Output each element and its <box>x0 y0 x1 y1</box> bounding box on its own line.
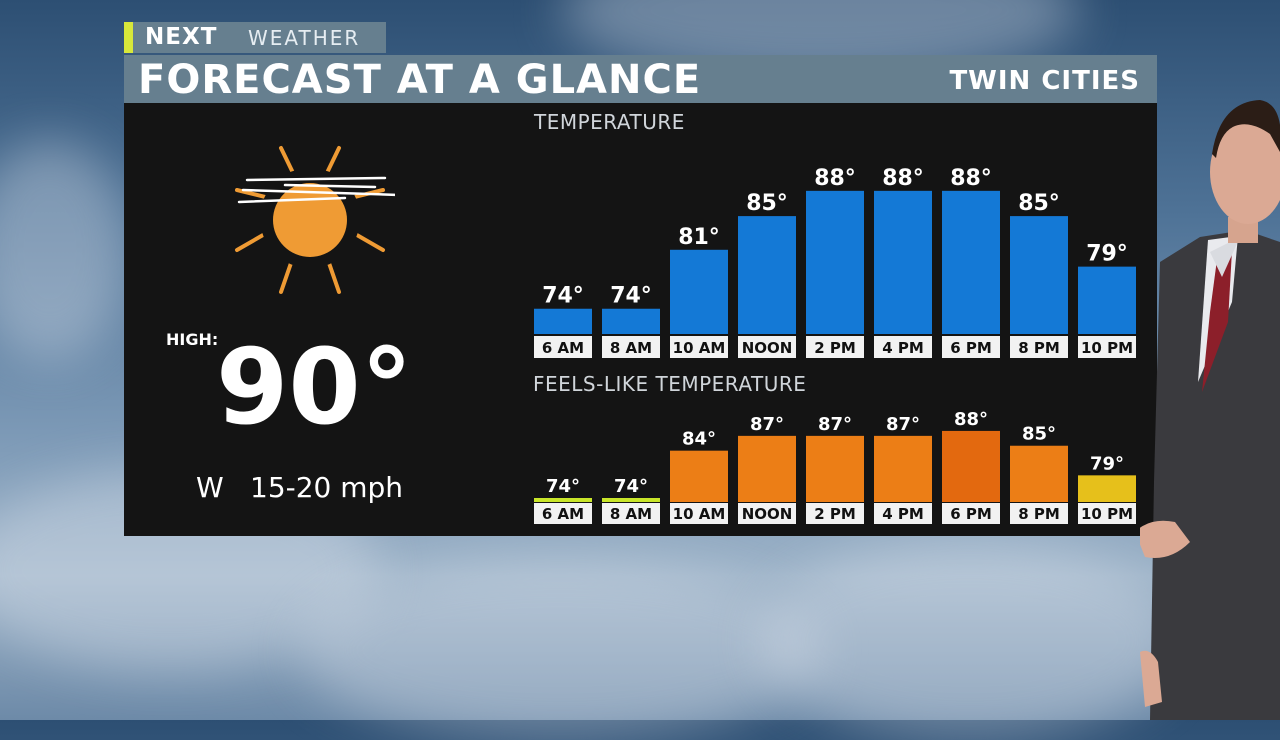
feels-like-bar <box>942 430 1000 502</box>
temperature-bar <box>534 308 592 334</box>
feels-like-value-label: 88° <box>954 409 988 430</box>
title-bar <box>124 55 1157 103</box>
temperature-value-label: 88° <box>950 166 992 191</box>
temperature-category-box <box>806 336 864 358</box>
feels-like-value-label: 87° <box>750 414 784 435</box>
temperature-category-label: 6 AM <box>542 339 584 357</box>
feels-like-bar <box>1010 445 1068 502</box>
feels-like-category-label: 6 PM <box>950 505 992 523</box>
temperature-bar <box>738 216 796 334</box>
temperature-value-label: 74° <box>610 284 652 309</box>
feels-like-category-label: 6 AM <box>542 505 584 523</box>
feels-like-category-label: NOON <box>742 505 793 523</box>
temperature-chart-title: TEMPERATURE <box>534 110 685 134</box>
brand-bar <box>124 22 386 53</box>
feels-like-category-box <box>1010 503 1068 524</box>
feels-like-category-box <box>738 503 796 524</box>
temperature-category-box <box>534 336 592 358</box>
sun-icon <box>235 146 395 294</box>
feels-like-category-label: 2 PM <box>814 505 856 523</box>
feels-like-category-label: 10 PM <box>1081 505 1133 523</box>
feels-like-bar <box>602 498 660 502</box>
feels-like-bar <box>1078 475 1136 502</box>
feels-like-value-label: 87° <box>818 414 852 435</box>
temperature-value-label: 85° <box>746 191 788 216</box>
temperature-bar <box>1078 266 1136 334</box>
temperature-bar <box>942 190 1000 334</box>
temperature-category-label: 10 AM <box>673 339 726 357</box>
feels-like-category-label: 10 AM <box>673 505 726 523</box>
feels-like-bar <box>874 435 932 502</box>
feels-like-value-label: 84° <box>682 429 716 450</box>
temperature-category-label: 2 PM <box>814 339 856 357</box>
feels-like-category-box <box>942 503 1000 524</box>
feels-like-category-label: 4 PM <box>882 505 924 523</box>
temperature-category-label: 6 PM <box>950 339 992 357</box>
temperature-bar <box>1010 216 1068 334</box>
temperature-category-box <box>1078 336 1136 358</box>
brand-weather-label: WEATHER <box>248 26 361 50</box>
feels-like-value-label: 87° <box>886 414 920 435</box>
page-title: FORECAST AT A GLANCE <box>138 57 702 103</box>
feels-like-chart-title: FEELS-LIKE TEMPERATURE <box>533 372 807 396</box>
temperature-value-label: 88° <box>814 166 856 191</box>
temperature-bar <box>670 249 728 334</box>
temperature-category-label: NOON <box>742 339 793 357</box>
temperature-category-box <box>670 336 728 358</box>
forecast-charts: 74° 6 AM 74° 8 AM 81° 10 AM 85° NOON 88° 2 PM 88° 4… <box>534 166 1136 524</box>
feels-like-category-box <box>602 503 660 524</box>
temperature-category-box <box>738 336 796 358</box>
temperature-category-label: 10 PM <box>1081 339 1133 357</box>
temperature-category-box <box>602 336 660 358</box>
temperature-category-box <box>1010 336 1068 358</box>
feels-like-category-box <box>874 503 932 524</box>
temperature-value-label: 79° <box>1086 242 1128 267</box>
temperature-value-label: 85° <box>1018 191 1060 216</box>
temperature-category-label: 8 PM <box>1018 339 1060 357</box>
location-label: TWIN CITIES <box>949 66 1140 96</box>
brand-accent <box>124 22 133 53</box>
temperature-category-label: 8 AM <box>610 339 652 357</box>
high-temperature: 90° <box>216 326 413 448</box>
feels-like-category-box <box>806 503 864 524</box>
temperature-category-box <box>874 336 932 358</box>
temperature-category-box <box>942 336 1000 358</box>
wind-direction: W <box>196 471 224 504</box>
feels-like-category-label: 8 PM <box>1018 505 1060 523</box>
feels-like-category-box <box>534 503 592 524</box>
temperature-bar <box>874 190 932 334</box>
feels-like-bar <box>806 435 864 502</box>
feels-like-category-label: 8 AM <box>610 505 652 523</box>
feels-like-bar <box>670 450 728 502</box>
high-label: HIGH: <box>166 330 219 349</box>
temperature-value-label: 74° <box>542 284 584 309</box>
temperature-bar <box>602 308 660 334</box>
feels-like-bar <box>534 498 592 502</box>
temperature-bar <box>806 190 864 334</box>
feels-like-category-box <box>670 503 728 524</box>
feels-like-bar <box>738 435 796 502</box>
temperature-value-label: 88° <box>882 166 924 191</box>
wind-speed: 15-20 mph <box>250 471 404 504</box>
feels-like-value-label: 79° <box>1090 453 1124 474</box>
feels-like-value-label: 74° <box>546 476 580 497</box>
feels-like-category-box <box>1078 503 1136 524</box>
feels-like-value-label: 85° <box>1022 424 1056 445</box>
temperature-value-label: 81° <box>678 225 720 250</box>
feels-like-value-label: 74° <box>614 476 648 497</box>
temperature-category-label: 4 PM <box>882 339 924 357</box>
brand-logo: NEXT <box>145 24 218 50</box>
presenter <box>1140 100 1280 720</box>
